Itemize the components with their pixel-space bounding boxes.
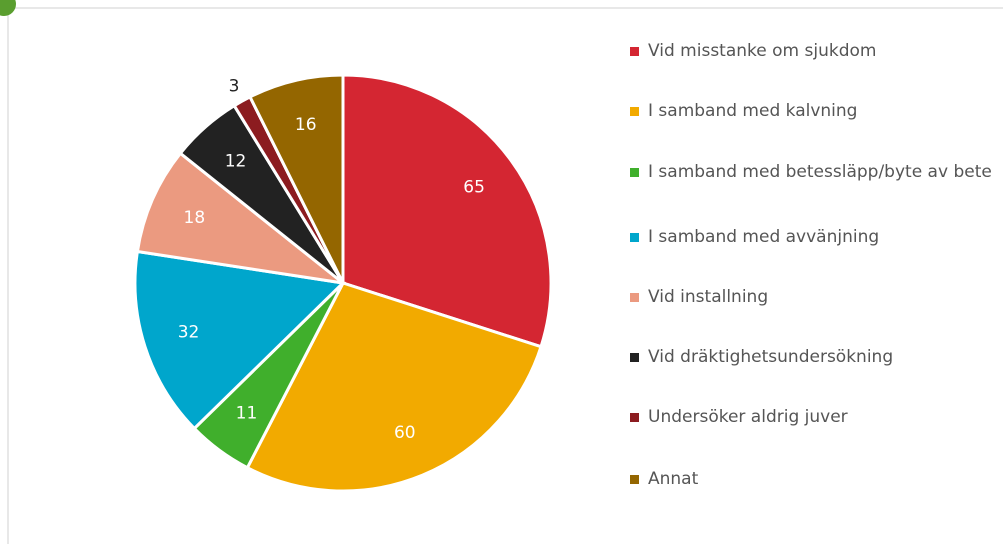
legend-item: Annat (630, 466, 993, 492)
legend-label: Undersöker aldrig juver (648, 407, 848, 427)
corner-handle (0, 0, 16, 16)
legend-label: Annat (648, 469, 699, 489)
legend-item: I samband med avvänjning (630, 224, 993, 250)
legend-item: Vid misstanke om sjukdom (630, 38, 993, 64)
legend-swatch (630, 107, 639, 116)
pie-slice (135, 151, 349, 286)
legend-item: Undersöker aldrig juver (630, 404, 993, 430)
legend-item: I samband med kalvning (630, 98, 993, 124)
legend-label: Vid misstanke om sjukdom (648, 41, 877, 61)
legend-label: I samband med kalvning (648, 101, 858, 121)
legend-swatch (630, 353, 639, 362)
data-label: 11 (236, 403, 258, 423)
data-label: 16 (295, 115, 317, 135)
pie-slice (245, 281, 543, 493)
pie-slice (133, 249, 347, 431)
data-label: 18 (184, 208, 206, 228)
legend-item: I samband med betessläpp/byte av bete (630, 159, 993, 185)
legend-label: I samband med avvänjning (648, 227, 880, 247)
legend-swatch (630, 475, 639, 484)
data-label: 32 (178, 323, 200, 343)
legend-swatch (630, 168, 639, 177)
legend-label: Vid dräktighetsundersökning (648, 347, 894, 367)
legend-label: Vid installning (648, 287, 769, 307)
data-label: 12 (225, 151, 247, 171)
legend-item: Vid installning (630, 284, 993, 310)
data-label: 65 (463, 177, 485, 197)
data-label: 60 (394, 423, 416, 443)
data-label: 3 (229, 77, 240, 97)
legend-item: Vid dräktighetsundersökning (630, 344, 993, 370)
legend-label: I samband med betessläpp/byte av bete (648, 162, 992, 182)
legend-swatch (630, 293, 639, 302)
legend-swatch (630, 47, 639, 56)
legend-swatch (630, 233, 639, 242)
legend-swatch (630, 413, 639, 422)
pie-slice (248, 73, 345, 284)
pie-slice (341, 73, 553, 349)
